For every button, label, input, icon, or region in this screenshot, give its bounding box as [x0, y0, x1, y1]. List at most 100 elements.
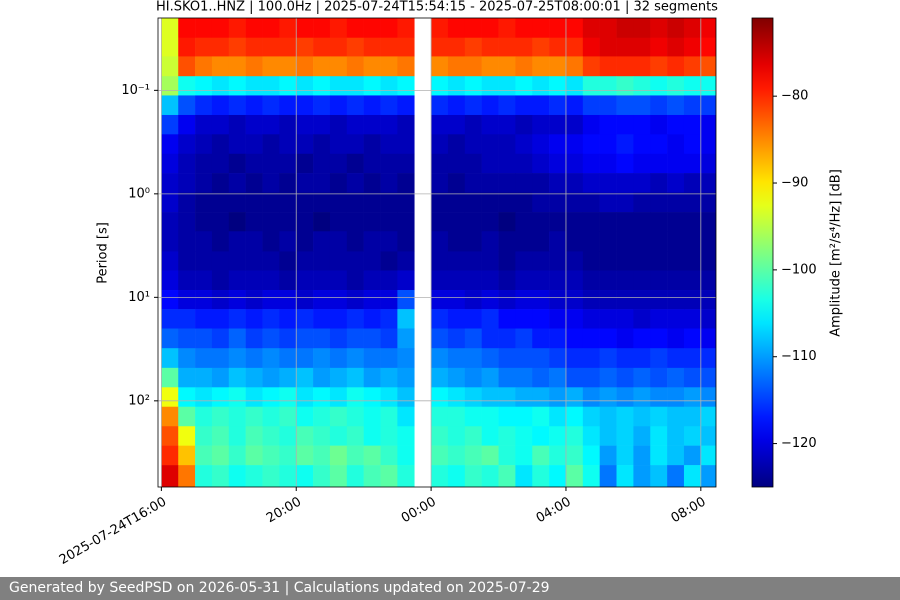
- cell: [397, 328, 415, 349]
- cell: [633, 328, 651, 349]
- cell: [329, 153, 348, 174]
- cell: [228, 231, 246, 252]
- cell: [245, 18, 263, 38]
- cell: [667, 134, 685, 155]
- cell: [161, 387, 179, 408]
- cell: [380, 426, 398, 446]
- cell: [565, 76, 584, 96]
- cell: [447, 76, 466, 96]
- cell: [464, 56, 482, 77]
- cell: [650, 387, 668, 408]
- cell: [599, 426, 617, 446]
- cell: [633, 465, 651, 487]
- cell: [279, 445, 297, 466]
- cell: [279, 270, 297, 291]
- colorbar-tick-label: −80: [781, 89, 808, 104]
- cell: [565, 426, 584, 446]
- cell: [650, 445, 668, 466]
- cell: [380, 406, 398, 427]
- cell: [279, 153, 297, 174]
- cell: [245, 406, 263, 427]
- cell: [565, 290, 584, 310]
- cell: [262, 153, 280, 174]
- cell: [700, 37, 716, 57]
- cell: [481, 231, 499, 252]
- cell: [667, 387, 685, 408]
- cell: [549, 270, 567, 291]
- cell: [262, 173, 280, 193]
- cell: [346, 114, 364, 135]
- cell: [313, 328, 331, 349]
- cell: [313, 212, 331, 232]
- cell: [532, 192, 550, 213]
- cell: [262, 290, 280, 310]
- cell: [532, 387, 550, 408]
- cell: [346, 290, 364, 310]
- cell: [599, 153, 617, 174]
- cell: [279, 76, 297, 96]
- cell: [329, 37, 348, 57]
- cell: [178, 76, 196, 96]
- cell: [245, 173, 263, 193]
- cell: [211, 445, 230, 466]
- heatmap: [161, 18, 716, 487]
- cell: [633, 114, 651, 135]
- cell: [599, 290, 617, 310]
- cell: [178, 192, 196, 213]
- cell: [245, 153, 263, 174]
- cell: [195, 290, 213, 310]
- cell: [532, 212, 550, 232]
- cell: [431, 212, 449, 232]
- colorbar: [751, 17, 774, 488]
- cell: [481, 134, 499, 155]
- cell: [515, 18, 533, 38]
- cell: [700, 445, 716, 466]
- cell: [346, 348, 364, 369]
- cell: [363, 212, 381, 232]
- cell: [279, 114, 297, 135]
- cell: [161, 406, 179, 427]
- cell: [228, 37, 246, 57]
- cell: [549, 367, 567, 388]
- cell: [515, 212, 533, 232]
- cell: [650, 231, 668, 252]
- cell: [211, 465, 230, 487]
- cell: [346, 134, 364, 155]
- cell: [195, 76, 213, 96]
- cell: [346, 56, 364, 77]
- cell: [329, 406, 348, 427]
- cell: [262, 406, 280, 427]
- cell: [195, 406, 213, 427]
- cell: [245, 251, 263, 271]
- cell: [431, 328, 449, 349]
- cell: [397, 445, 415, 466]
- cell: [161, 309, 179, 329]
- cell: [397, 309, 415, 329]
- cell: [616, 134, 634, 155]
- cell: [667, 95, 685, 116]
- cell: [532, 465, 550, 487]
- cell: [565, 56, 584, 77]
- cell: [582, 95, 600, 116]
- cell: [447, 114, 466, 135]
- cell: [195, 18, 213, 38]
- cell: [380, 251, 398, 271]
- cell: [245, 114, 263, 135]
- cell: [329, 114, 348, 135]
- cell: [464, 270, 482, 291]
- cell: [582, 18, 600, 38]
- cell: [262, 348, 280, 369]
- cell: [650, 192, 668, 213]
- cell: [161, 134, 179, 155]
- cell: [447, 37, 466, 57]
- cell: [397, 134, 415, 155]
- cell: [633, 270, 651, 291]
- cell: [279, 309, 297, 329]
- cell: [262, 231, 280, 252]
- cell: [313, 153, 331, 174]
- cell: [532, 270, 550, 291]
- cell: [397, 465, 415, 487]
- cell: [447, 173, 466, 193]
- cell: [667, 309, 685, 329]
- cell: [683, 114, 702, 135]
